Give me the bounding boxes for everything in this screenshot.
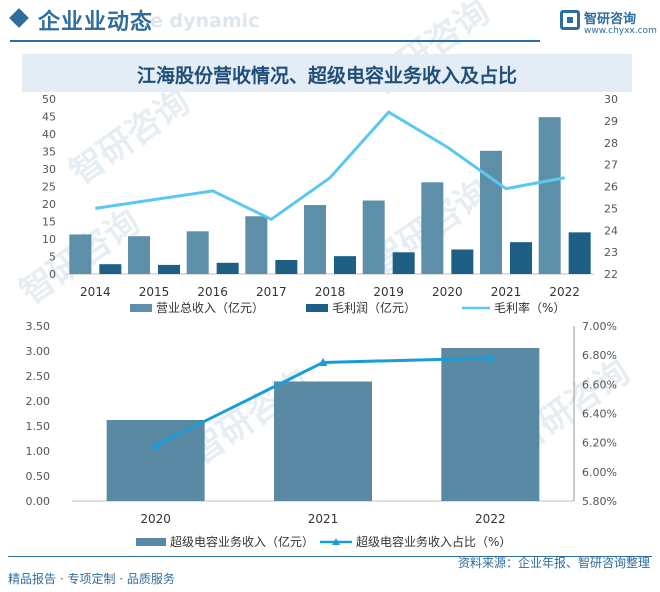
x-tick-label: 2021: [308, 512, 339, 526]
y-left-tick-label: 0.00: [26, 495, 51, 508]
bar-0-2022: [441, 348, 540, 501]
y-right-tick-label: 26: [604, 181, 618, 194]
logo-name: 智研咨询: [584, 12, 637, 27]
source-note: 资料来源：企业年报、智研咨询整理: [457, 556, 650, 570]
x-tick-label: 2017: [256, 285, 287, 299]
legend-marker: [332, 538, 340, 545]
y-left-tick-label: 15: [42, 216, 56, 229]
header-ghost-text: e dynamic: [150, 10, 260, 32]
bar-0-2019: [362, 200, 385, 274]
bar-0-2017: [245, 216, 268, 274]
bar-1-2022: [568, 232, 591, 274]
y-left-tick-label: 2.50: [26, 370, 51, 383]
y-right-tick-label: 25: [604, 202, 618, 215]
bar-0-2015: [128, 236, 150, 274]
y-left-tick-label: 5: [49, 251, 56, 264]
y-left-tick-label: 50: [42, 93, 56, 106]
line-point-2022: [485, 353, 495, 362]
y-left-tick-label: 40: [42, 128, 56, 141]
page-title: 企业业动态: [38, 10, 154, 35]
y-right-tick-label: 28: [604, 137, 618, 150]
bar-1-2017: [275, 260, 298, 274]
logo-icon: [560, 10, 580, 30]
legend-label: 超级电容业务收入（亿元）: [170, 534, 314, 549]
line-series-0: [95, 110, 565, 222]
bar-0-2016: [186, 231, 209, 274]
x-tick-label: 2018: [315, 285, 346, 299]
bar-0-2020: [106, 420, 205, 501]
legend-label: 超级电容业务收入占比（%）: [356, 534, 511, 549]
footer-divider: [8, 556, 652, 557]
y-right-tick-label: 5.80%: [582, 495, 617, 508]
x-tick-label: 2021: [491, 285, 522, 299]
y-right-tick-label: 23: [604, 246, 618, 259]
y-left-tick-label: 45: [42, 111, 56, 124]
bar-0-2022: [538, 117, 561, 274]
bar-1-2015: [158, 264, 180, 274]
y-left-tick-label: 3.50: [26, 320, 51, 333]
y-left-tick-label: 1.00: [26, 445, 51, 458]
y-right-tick-label: 24: [604, 224, 618, 237]
line-point-2021: [318, 357, 328, 367]
y-right-tick-label: 6.20%: [582, 437, 617, 450]
y-left-tick-label: 3.00: [26, 345, 51, 358]
header-divider: [10, 40, 540, 42]
x-tick-label: 2022: [475, 512, 506, 526]
bar-0-2018: [304, 205, 326, 274]
y-right-tick-label: 7.00%: [582, 320, 617, 333]
y-right-tick-label: 6.60%: [582, 378, 617, 391]
x-tick-label: 2020: [432, 285, 463, 299]
y-left-tick-label: 10: [42, 233, 56, 246]
chart-title-banner: 江海股份营收情况、超级电容业务收入及占比: [22, 54, 632, 92]
line-point-2020: [151, 441, 161, 450]
y-left-tick-label: 2.00: [26, 395, 51, 408]
y-left-tick-label: 0: [49, 268, 56, 281]
page-footer: 精品报告 · 专项定制 · 品质服务 资料来源：企业年报、智研咨询整理: [0, 556, 660, 592]
bar-0-2014: [69, 234, 92, 274]
bar-1-2016: [216, 262, 239, 274]
y-right-tick-label: 22: [604, 268, 618, 281]
bar-1-2021: [510, 242, 532, 274]
revenue-chart: 0 5 10 15 20 25 30 35 40 45 50 22 23 24 25 26 27 28 29 30 20…: [42, 93, 618, 314]
legend-label: 毛利润（亿元）: [332, 300, 416, 314]
bar-1-2019: [392, 252, 415, 274]
legend-swatch: [306, 304, 328, 312]
y-right-tick-label: 29: [604, 115, 618, 128]
footer-slogan: 精品报告 · 专项定制 · 品质服务: [8, 572, 175, 586]
x-tick-label: 2019: [373, 285, 404, 299]
bar-0-2020: [421, 182, 444, 274]
legend-swatch: [136, 538, 166, 546]
x-tick-label: 2015: [139, 285, 170, 299]
bar-0-2021: [480, 150, 502, 274]
bar-1-2014: [99, 264, 122, 274]
y-right-tick-label: 30: [604, 93, 618, 106]
y-left-tick-label: 25: [42, 181, 56, 194]
diamond-icon: [9, 8, 29, 28]
bar-1-2018: [334, 256, 356, 274]
y-left-tick-label: 20: [42, 198, 56, 211]
legend-label: 毛利率（%）: [494, 300, 565, 314]
chart-title: 江海股份营收情况、超级电容业务收入及占比: [136, 65, 517, 87]
y-left-tick-label: 35: [42, 146, 56, 159]
page-header: 企业业动态 e dynamic: [0, 0, 660, 44]
x-tick-label: 2014: [80, 285, 111, 299]
y-right-tick-label: 6.00%: [582, 466, 617, 479]
y-right-tick-label: 6.40%: [582, 408, 617, 421]
y-right-tick-label: 6.80%: [582, 349, 617, 362]
y-right-tick-label: 27: [604, 159, 618, 172]
bar-1-2020: [451, 249, 474, 274]
legend-label: 营业总收入（亿元）: [156, 300, 264, 314]
x-tick-label: 2016: [197, 285, 228, 299]
brand-logo: 智研咨询 www.chyxx.com: [560, 8, 657, 40]
y-left-tick-label: 1.50: [26, 420, 51, 433]
logo-url: www.chyxx.com: [584, 26, 657, 36]
y-left-tick-label: 30: [42, 163, 56, 176]
bar-0-2021: [274, 381, 372, 501]
x-tick-label: 2020: [140, 512, 171, 526]
legend-swatch: [130, 304, 152, 312]
x-tick-label: 2022: [549, 285, 580, 299]
supercap-chart: 0.00 0.50 1.00 1.50 2.00 2.50 3.00 3.50 5.80% 6.0…: [26, 320, 617, 549]
y-left-tick-label: 0.50: [26, 470, 51, 483]
